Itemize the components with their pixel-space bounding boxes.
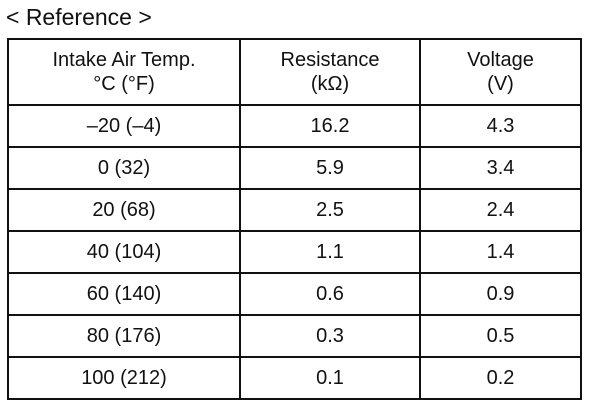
- header-intake-air-temp: Intake Air Temp. °C (°F): [7, 38, 241, 106]
- header-intake-air-temp-unit: °C (°F): [93, 73, 155, 95]
- header-row: Intake Air Temp. °C (°F) Resistance (kΩ)…: [7, 38, 582, 106]
- voltage-cell: 0.5: [419, 314, 582, 358]
- header-resistance-title: Resistance: [280, 49, 380, 71]
- table-row: 80 (176) 0.3 0.5: [7, 314, 582, 358]
- header-voltage-title: Voltage: [467, 49, 534, 71]
- resistance-cell: 1.1: [239, 230, 421, 274]
- header-resistance-unit: (kΩ): [310, 73, 350, 95]
- table-row: –20 (–4) 16.2 4.3: [7, 104, 582, 148]
- reference-table: Intake Air Temp. °C (°F) Resistance (kΩ)…: [7, 38, 582, 400]
- resistance-cell: 0.6: [239, 272, 421, 316]
- header-intake-air-temp-title: Intake Air Temp.: [52, 49, 196, 71]
- table-row: 40 (104) 1.1 1.4: [7, 230, 582, 274]
- temp-cell: 0 (32): [7, 146, 241, 190]
- voltage-cell: 3.4: [419, 146, 582, 190]
- table-row: 0 (32) 5.9 3.4: [7, 146, 582, 190]
- resistance-cell: 0.3: [239, 314, 421, 358]
- voltage-cell: 1.4: [419, 230, 582, 274]
- resistance-cell: 5.9: [239, 146, 421, 190]
- temp-cell: 100 (212): [7, 356, 241, 400]
- table-row: 60 (140) 0.6 0.9: [7, 272, 582, 316]
- table-row: 20 (68) 2.5 2.4: [7, 188, 582, 232]
- voltage-cell: 4.3: [419, 104, 582, 148]
- resistance-cell: 16.2: [239, 104, 421, 148]
- table-row: 100 (212) 0.1 0.2: [7, 356, 582, 400]
- temp-cell: 40 (104): [7, 230, 241, 274]
- temp-cell: –20 (–4): [7, 104, 241, 148]
- header-voltage-unit: (V): [487, 73, 514, 95]
- voltage-cell: 0.2: [419, 356, 582, 400]
- temp-cell: 80 (176): [7, 314, 241, 358]
- header-voltage: Voltage (V): [419, 38, 582, 106]
- temp-cell: 60 (140): [7, 272, 241, 316]
- voltage-cell: 2.4: [419, 188, 582, 232]
- voltage-cell: 0.9: [419, 272, 582, 316]
- temp-cell: 20 (68): [7, 188, 241, 232]
- reference-caption: < Reference >: [6, 4, 152, 30]
- header-resistance: Resistance (kΩ): [239, 38, 421, 106]
- resistance-cell: 2.5: [239, 188, 421, 232]
- resistance-cell: 0.1: [239, 356, 421, 400]
